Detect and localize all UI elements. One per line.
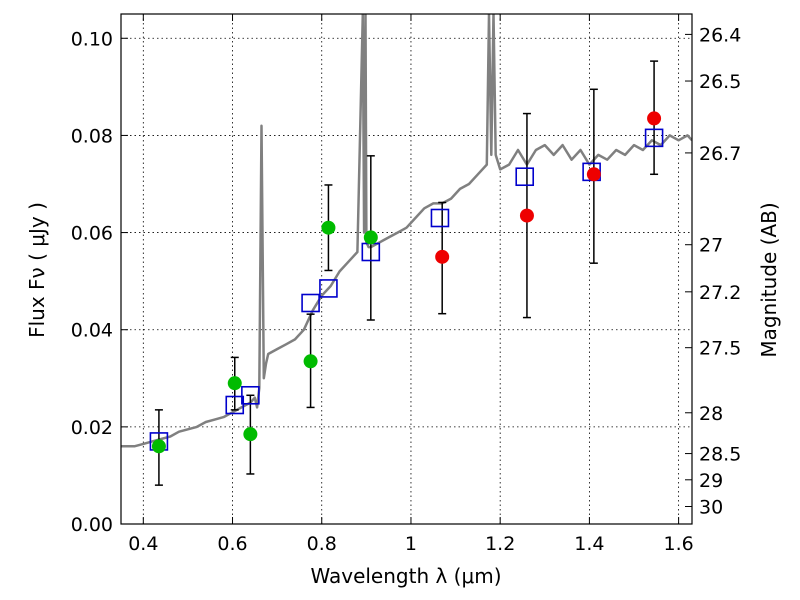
y2-tick-label: 27.5: [699, 338, 741, 360]
y2-tick-label: 28.5: [699, 444, 741, 466]
y2-tick-label: 28: [699, 403, 723, 425]
observed-point-marker: [303, 354, 318, 369]
y-tick-label: 0.00: [71, 514, 113, 536]
x-tick-label: 0.6: [217, 533, 247, 555]
model-square-marker: [319, 279, 338, 298]
observed-point-marker: [647, 111, 662, 126]
y2-tick-label: 26.7: [699, 143, 741, 165]
y2-tick-label: 26.5: [699, 71, 741, 93]
y2-tick-label: 27: [699, 235, 723, 257]
observed-point-marker: [363, 230, 378, 245]
observed-point-marker: [435, 249, 450, 264]
y-tick-label: 0.10: [71, 28, 113, 50]
observed-point-marker: [151, 439, 166, 454]
plot-frame: [120, 13, 693, 525]
observed-point-marker: [519, 208, 534, 223]
y-tick-label: 0.04: [71, 320, 113, 342]
grid-lines: [121, 14, 692, 525]
model-square-marker: [515, 167, 535, 187]
x-tick-label: 1.2: [485, 533, 515, 555]
x-tick-label: 1.4: [574, 533, 604, 555]
spectrum-line: [121, 14, 692, 448]
observed-point-marker: [243, 427, 258, 442]
observed-point-marker: [321, 220, 336, 235]
model-square-marker: [430, 208, 450, 228]
y-tick-label: 0.08: [71, 125, 113, 147]
y2-tick-label: 26.4: [699, 24, 741, 46]
y2-tick-label: 30: [699, 497, 723, 519]
y-axis-label: Flux Fν ( μJy ): [25, 202, 49, 338]
x-tick-label: 0.4: [128, 533, 158, 555]
model-square-marker: [225, 395, 245, 415]
observed-point-marker: [586, 167, 601, 182]
x-axis-label: Wavelength λ (μm): [310, 564, 501, 588]
y2-tick-label: 29: [699, 470, 723, 492]
y2-tick-label: 27.2: [699, 282, 741, 304]
x-tick-label: 1.6: [664, 533, 694, 555]
x-tick-label: 0.8: [307, 533, 337, 555]
y-tick-label: 0.06: [71, 223, 113, 245]
observed-point-marker: [227, 376, 242, 391]
model-square-marker: [241, 385, 260, 405]
axis-ticks: 0.4 0.6 0.8 1 1.2 1.4 1.6 0.00 0.02 0.04 0.06 0.08 0…: [71, 14, 741, 555]
plot-data: [121, 14, 692, 486]
x-tick-label: 1: [405, 533, 417, 555]
y2-axis-label: Magnitude (AB): [757, 202, 781, 357]
model-square-marker: [644, 128, 664, 148]
model-square-marker: [301, 293, 320, 313]
y-tick-label: 0.02: [71, 417, 113, 439]
